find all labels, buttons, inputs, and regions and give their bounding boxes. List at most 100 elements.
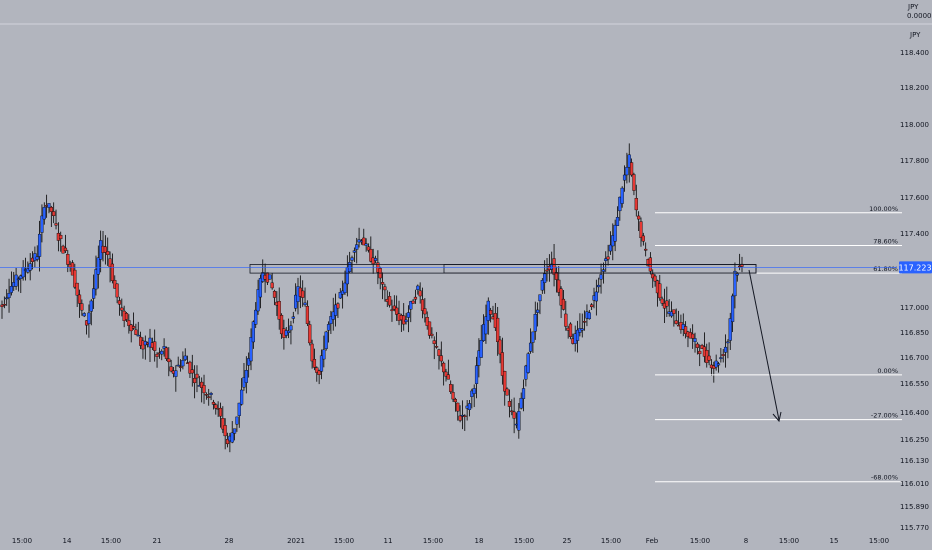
candle-body [698,350,702,355]
candle-body [366,246,371,251]
candle-body [345,267,349,285]
candle-body [134,329,138,335]
candle-body [470,390,474,397]
candle-body [637,215,641,220]
current-price-label: 117.223 [898,263,931,272]
candle-body [40,215,44,233]
candle-body [451,392,455,400]
fib-level-label: -68.00% [871,474,898,482]
candle-body [373,258,378,261]
candle-body [383,286,387,291]
candle-body [317,370,321,375]
candle-body [620,187,624,204]
candle-body [200,381,204,388]
candle-body [458,415,462,421]
candle-body [237,402,241,416]
candle-body [543,273,547,283]
candle-body [427,321,432,336]
candle-body [319,355,324,372]
candle-body [380,282,385,285]
candle-body [719,357,723,359]
time-tick-label: 25 [563,537,572,545]
time-axis: 15:00 14 15:00 21 28 2021 15:00 11 15:00 18 15:00 2… [12,537,889,545]
candle-body [315,367,319,373]
candle-body [19,275,23,279]
candle-body [49,207,53,212]
candle-body [211,401,216,405]
candle-body [284,330,288,336]
candle-body [580,328,584,331]
candle-body [695,343,699,348]
candle-body [735,273,739,276]
candle-body [594,291,598,302]
time-tick-label: 15:00 [334,537,354,545]
price-tick-label: 117.400 [900,230,929,238]
candle-body [92,288,96,299]
price-tick-label: 116.550 [900,380,929,388]
candle-body [467,403,472,410]
candle-body [726,341,730,344]
candle-body [124,313,129,320]
candle-body [207,396,211,398]
candle-body [193,378,197,384]
candle-body [500,352,504,376]
candle-body [350,257,354,261]
price-tick-label: 118.200 [900,84,929,92]
candle-body [674,320,678,324]
projection-arrow-head [772,411,782,423]
time-tick-label: 14 [63,537,72,545]
candle-body [42,207,46,220]
candle-body [324,331,328,349]
price-tick-label: 115.770 [900,524,929,532]
candle-body [35,256,39,260]
candle-body [388,296,392,306]
candle-body [627,154,631,168]
candle-body [287,330,291,333]
candle-body [533,313,537,332]
candle-body [258,278,263,298]
candle-body [392,305,396,310]
candle-body [568,323,573,338]
candle-body [658,283,662,299]
candle-body [160,350,164,355]
candle-body [176,364,180,367]
candle-body [684,326,688,334]
price-tick-label: 116.010 [900,480,929,488]
candle-body [538,294,542,302]
candle-body [575,329,580,341]
resistance-zone-inner[interactable] [443,264,757,274]
candle-body [164,347,169,359]
candle-body [505,388,509,396]
candle-body [477,350,481,366]
candle-body [733,270,737,297]
candle-body [66,253,70,265]
candle-body [707,355,711,361]
projection-arrow-line [748,269,780,421]
candle-body [507,401,512,407]
fib-level-label: 78.60% [873,238,898,246]
candle-body [731,295,735,322]
candle-body [618,196,622,212]
candle-body [439,355,443,362]
time-tick-label: 15:00 [690,537,710,545]
price-tick-label: 116.400 [900,409,929,417]
candle-body [489,310,493,315]
candle-body [409,301,413,310]
candle-body [117,300,122,305]
candle-body [254,309,258,325]
candle-body [352,250,356,253]
candle-body [5,297,9,300]
candle-body [326,324,331,331]
price-tick-label: 117.800 [900,157,929,165]
candle-body [517,411,521,431]
candle-body [110,263,115,281]
candle-body [601,269,605,272]
candle-body [472,388,476,394]
price-tick-label: 116.250 [900,436,929,444]
candle-body [270,282,274,289]
price-tick-label: 118.000 [900,121,929,129]
resistance-zone[interactable] [249,264,757,274]
candle-body [528,342,533,352]
unit-badge: JPY [909,31,921,39]
